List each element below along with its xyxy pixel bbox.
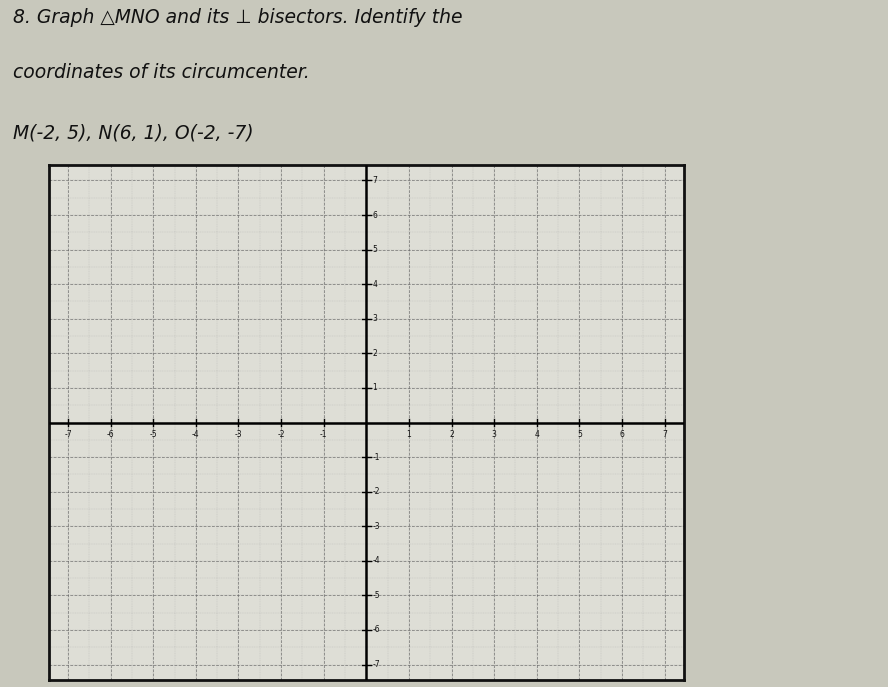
Text: 1: 1	[407, 430, 411, 439]
Text: -6: -6	[107, 430, 115, 439]
Text: coordinates of its circumcenter.: coordinates of its circumcenter.	[13, 63, 310, 82]
Text: -6: -6	[373, 625, 380, 635]
Text: M(-2, 5), N(6, 1), O(-2, -7): M(-2, 5), N(6, 1), O(-2, -7)	[13, 124, 254, 143]
Text: -4: -4	[373, 556, 380, 565]
Text: -7: -7	[64, 430, 72, 439]
Text: 5: 5	[373, 245, 377, 254]
Text: -7: -7	[373, 660, 380, 669]
Text: -3: -3	[234, 430, 242, 439]
Text: 8. Graph △MNO and its ⊥ bisectors. Identify the: 8. Graph △MNO and its ⊥ bisectors. Ident…	[13, 8, 463, 27]
Text: -4: -4	[192, 430, 200, 439]
Text: 7: 7	[662, 430, 667, 439]
Text: 2: 2	[373, 349, 377, 358]
Text: -2: -2	[277, 430, 285, 439]
Text: -5: -5	[373, 591, 380, 600]
Text: -1: -1	[320, 430, 328, 439]
Text: -5: -5	[149, 430, 157, 439]
Text: 6: 6	[373, 210, 377, 220]
Text: 4: 4	[373, 280, 377, 289]
Text: -3: -3	[373, 521, 380, 531]
Text: -1: -1	[373, 453, 380, 462]
Text: 3: 3	[492, 430, 496, 439]
Text: 4: 4	[535, 430, 539, 439]
Text: 3: 3	[373, 314, 377, 324]
Text: 6: 6	[620, 430, 624, 439]
Text: 1: 1	[373, 383, 377, 392]
Text: -2: -2	[373, 487, 380, 496]
Text: 5: 5	[577, 430, 582, 439]
Text: 2: 2	[449, 430, 454, 439]
Text: 7: 7	[373, 176, 377, 185]
